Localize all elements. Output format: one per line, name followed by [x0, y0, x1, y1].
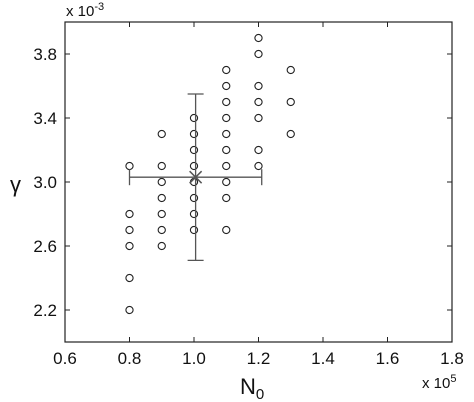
data-point	[222, 113, 231, 123]
data-point	[222, 193, 231, 203]
data-point	[157, 225, 166, 235]
data-point	[254, 97, 263, 107]
data-point	[222, 177, 231, 187]
y-multiplier-exponent: -3	[94, 1, 104, 13]
mean-marker-group	[189, 170, 203, 184]
y-multiplier-base: x 10	[66, 3, 94, 20]
data-point	[254, 81, 263, 91]
x-multiplier-exponent: 5	[450, 373, 456, 385]
data-point	[222, 145, 231, 155]
y-tick-label: 3.8	[33, 45, 57, 64]
data-point	[157, 129, 166, 139]
data-point	[157, 209, 166, 219]
data-point	[286, 97, 295, 107]
data-point	[157, 161, 166, 171]
y-tick-label: 2.6	[33, 237, 57, 256]
x-axis-label: N0	[240, 374, 264, 402]
data-point	[189, 145, 199, 155]
data-point	[222, 161, 231, 171]
plot-frame	[64, 21, 453, 343]
data-point	[125, 305, 134, 315]
data-point	[286, 65, 295, 75]
data-point	[222, 65, 231, 75]
data-point	[254, 161, 263, 171]
data-point	[222, 97, 231, 107]
data-point	[189, 193, 199, 203]
data-point	[157, 193, 166, 203]
data-point	[222, 225, 231, 235]
x-tick-label: 1.8	[440, 349, 464, 368]
data-point	[157, 241, 166, 251]
data-point	[254, 49, 263, 59]
x-tick-label: 1.6	[376, 349, 400, 368]
data-points	[125, 33, 295, 315]
data-point	[125, 161, 134, 171]
x-axis-label-subscript: 0	[256, 386, 264, 402]
y-tick-label: 3.4	[33, 109, 57, 128]
data-point	[125, 209, 134, 219]
data-point	[189, 161, 199, 171]
data-point	[286, 129, 295, 139]
x-multiplier: x 105	[422, 373, 456, 392]
data-point	[189, 209, 199, 219]
y-tick-label: 2.2	[33, 301, 57, 320]
x-axis-label-main: N	[240, 374, 256, 399]
x-tick-label: 0.8	[118, 349, 142, 368]
data-point	[189, 129, 199, 139]
axis-ticks: 0.6 0.8 1.0 1.2 1.4 1.6 1.8 2.2 2.6 3.0 3.4 3.8	[33, 22, 464, 368]
data-point	[125, 241, 134, 251]
data-point	[189, 225, 199, 235]
x-tick-label: 1.0	[182, 349, 206, 368]
data-point	[125, 273, 134, 283]
data-point	[254, 113, 263, 123]
y-axis-label: γ	[10, 172, 21, 197]
x-tick-label: 1.2	[247, 349, 271, 368]
data-point	[157, 177, 166, 187]
data-point	[222, 81, 231, 91]
data-point	[222, 129, 231, 139]
y-tick-label: 3.0	[33, 173, 57, 192]
mean-marker-stroke	[189, 170, 203, 184]
y-multiplier: x 10-3	[66, 1, 104, 20]
data-point	[125, 225, 134, 235]
x-tick-label: 1.4	[311, 349, 335, 368]
data-point	[254, 145, 263, 155]
data-point	[189, 113, 199, 123]
x-tick-label: 0.6	[53, 349, 77, 368]
x-multiplier-base: x 10	[422, 375, 450, 392]
data-point	[254, 33, 263, 43]
